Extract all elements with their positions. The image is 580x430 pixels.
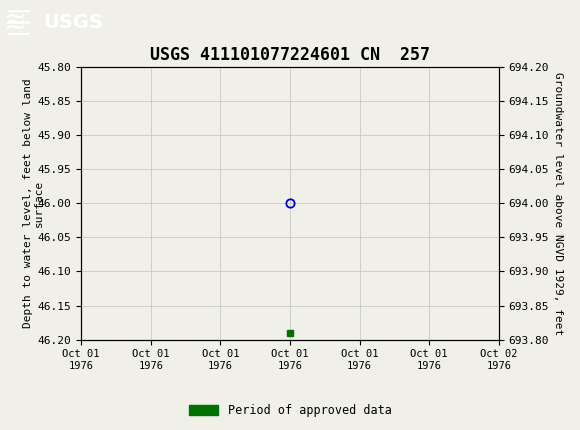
- Y-axis label: Groundwater level above NGVD 1929, feet: Groundwater level above NGVD 1929, feet: [553, 71, 563, 335]
- Legend: Period of approved data: Period of approved data: [184, 399, 396, 422]
- Y-axis label: Depth to water level, feet below land
surface: Depth to water level, feet below land su…: [23, 78, 44, 328]
- Text: USGS: USGS: [44, 13, 103, 32]
- Text: USGS 411101077224601 CN  257: USGS 411101077224601 CN 257: [150, 46, 430, 64]
- Text: ≋: ≋: [3, 9, 26, 37]
